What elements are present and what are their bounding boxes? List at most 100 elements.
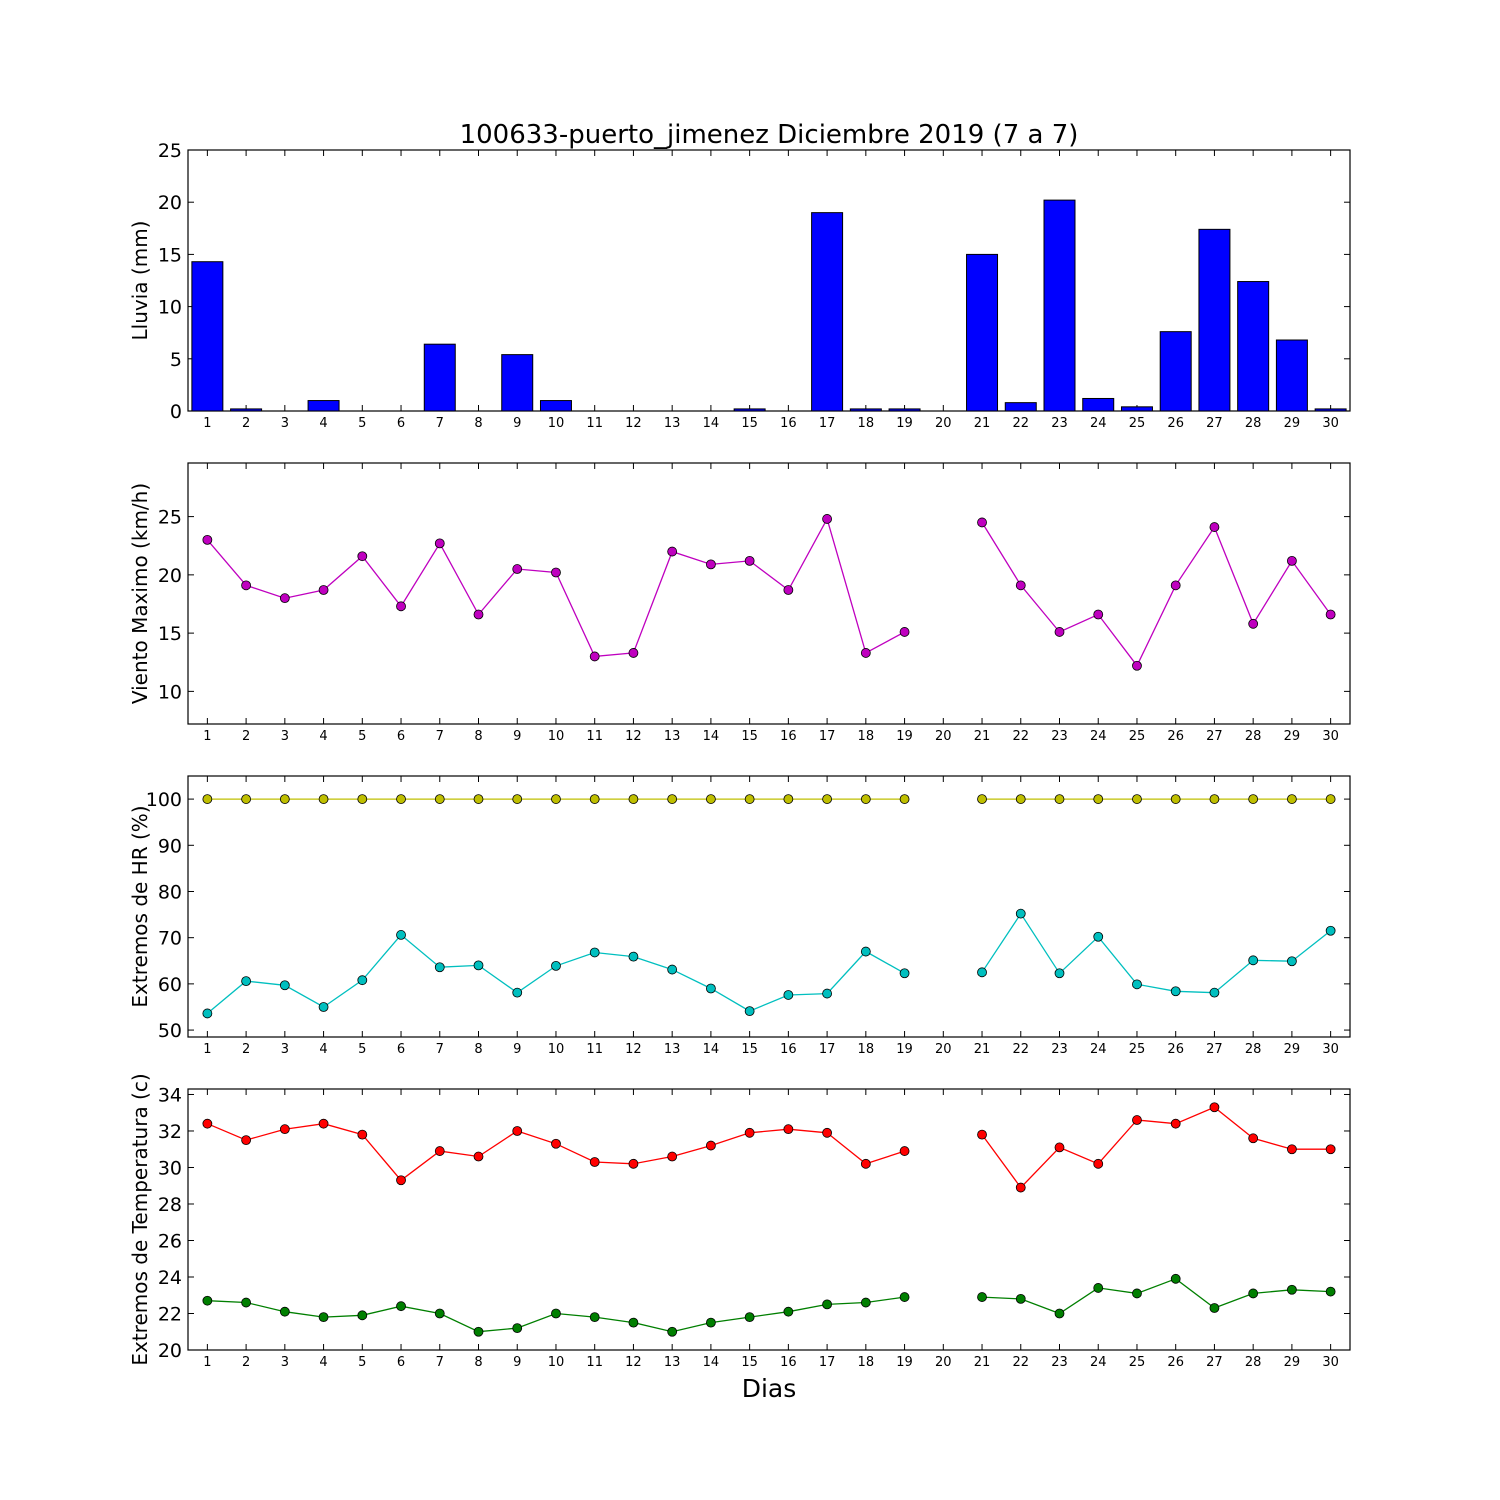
x-tick-label: 25 (1129, 729, 1146, 744)
bar (1082, 397, 1115, 412)
chart-title: 100633-puerto_jimenez Diciembre 2019 (7 … (460, 120, 1079, 150)
data-point (551, 1138, 561, 1149)
x-tick-label: 19 (896, 1355, 913, 1370)
data-point (279, 593, 290, 604)
data-point (899, 794, 910, 804)
x-tick-label: 10 (548, 729, 565, 744)
x-tick-label: 13 (664, 1355, 681, 1370)
data-point (1287, 794, 1297, 804)
y-tick-label: 20 (158, 192, 182, 214)
x-tick-label: 22 (1012, 1042, 1029, 1057)
x-axis-label: Dias (742, 1374, 797, 1403)
y-tick-label: 28 (158, 1194, 182, 1216)
data-point (512, 794, 523, 804)
x-tick-label: 17 (819, 416, 836, 431)
y-tick-label: 24 (158, 1267, 182, 1289)
x-tick-label: 17 (819, 1355, 836, 1370)
x-tick-label: 1 (203, 416, 211, 431)
data-point (628, 1317, 639, 1328)
data-point (1054, 794, 1065, 804)
data-point (396, 794, 406, 804)
x-tick-label: 25 (1129, 1355, 1146, 1370)
x-tick-label: 23 (1051, 1042, 1068, 1057)
x-tick-label: 2 (242, 729, 250, 744)
data-point (1093, 609, 1104, 620)
data-point (706, 1140, 716, 1151)
x-tick-label: 5 (358, 1355, 366, 1370)
x-tick-label: 5 (358, 1042, 366, 1057)
data-point (667, 1151, 678, 1162)
y-axis-label: Extremos de Temperatura (c) (128, 1073, 152, 1365)
x-tick-label: 12 (625, 1042, 642, 1057)
data-point (1132, 660, 1142, 671)
y-tick-label: 70 (158, 928, 182, 950)
data-point (744, 1312, 755, 1323)
data-point (1209, 1102, 1220, 1113)
bar (1275, 339, 1308, 412)
data-point (1015, 1293, 1026, 1304)
x-tick-label: 30 (1322, 1042, 1339, 1057)
data-point (551, 794, 561, 804)
x-tick-label: 10 (548, 1355, 565, 1370)
data-point (822, 794, 832, 804)
x-tick-label: 18 (858, 1355, 875, 1370)
data-point (1093, 1158, 1104, 1169)
x-tick-label: 16 (780, 729, 797, 744)
y-tick-label: 15 (158, 623, 182, 645)
x-tick-label: 7 (436, 1355, 444, 1370)
data-point (1248, 1133, 1259, 1144)
data-point (1054, 627, 1065, 637)
data-point (783, 1124, 794, 1135)
data-point (1170, 1273, 1181, 1284)
x-tick-label: 10 (548, 1042, 565, 1057)
x-tick-label: 6 (397, 1355, 405, 1370)
x-tick-label: 5 (358, 416, 366, 431)
data-point (1287, 1144, 1297, 1155)
x-tick-label: 3 (281, 1042, 289, 1057)
data-point (512, 1323, 523, 1333)
x-tick-label: 9 (513, 729, 521, 744)
y-tick-label: 20 (158, 1340, 182, 1362)
data-point (512, 1126, 523, 1136)
x-tick-label: 28 (1245, 1042, 1262, 1057)
y-axis-label: Viento Maximo (km/h) (128, 483, 152, 704)
y-axis-label: Lluvia (mm) (128, 221, 152, 341)
data-point (473, 1326, 484, 1337)
x-tick-label: 27 (1206, 1042, 1223, 1057)
x-tick-label: 8 (474, 1355, 482, 1370)
bar (733, 408, 766, 412)
data-point (628, 648, 639, 658)
x-tick-label: 26 (1167, 1042, 1184, 1057)
x-tick-label: 12 (625, 416, 642, 431)
data-point (1209, 1303, 1220, 1313)
data-point (1015, 1182, 1026, 1193)
axes-frame (187, 1088, 1351, 1351)
data-point (822, 988, 832, 999)
data-point (1093, 794, 1104, 804)
data-point (279, 1306, 290, 1317)
y-tick-label: 20 (158, 565, 182, 587)
data-point (860, 648, 871, 658)
data-point (1015, 908, 1026, 919)
x-tick-label: 28 (1245, 1355, 1262, 1370)
data-point (1170, 794, 1181, 804)
x-tick-label: 21 (974, 1042, 991, 1057)
x-tick-label: 7 (436, 729, 444, 744)
x-tick-label: 22 (1012, 1355, 1029, 1370)
data-point (667, 964, 678, 975)
x-tick-label: 6 (397, 729, 405, 744)
data-point (1287, 555, 1297, 566)
x-tick-label: 16 (780, 1355, 797, 1370)
bar (539, 400, 572, 412)
data-point (667, 546, 678, 557)
data-point (357, 975, 368, 986)
series-line (981, 912, 1332, 994)
data-point (860, 946, 871, 957)
data-point (318, 1312, 329, 1323)
data-point (318, 794, 329, 804)
series-line (981, 1278, 1331, 1315)
data-point (1209, 794, 1220, 804)
x-tick-label: 14 (703, 1042, 720, 1057)
x-tick-label: 2 (242, 416, 250, 431)
